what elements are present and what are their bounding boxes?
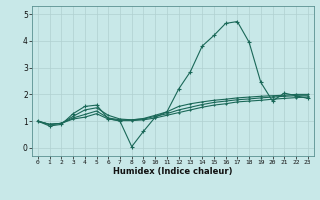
X-axis label: Humidex (Indice chaleur): Humidex (Indice chaleur) xyxy=(113,167,233,176)
